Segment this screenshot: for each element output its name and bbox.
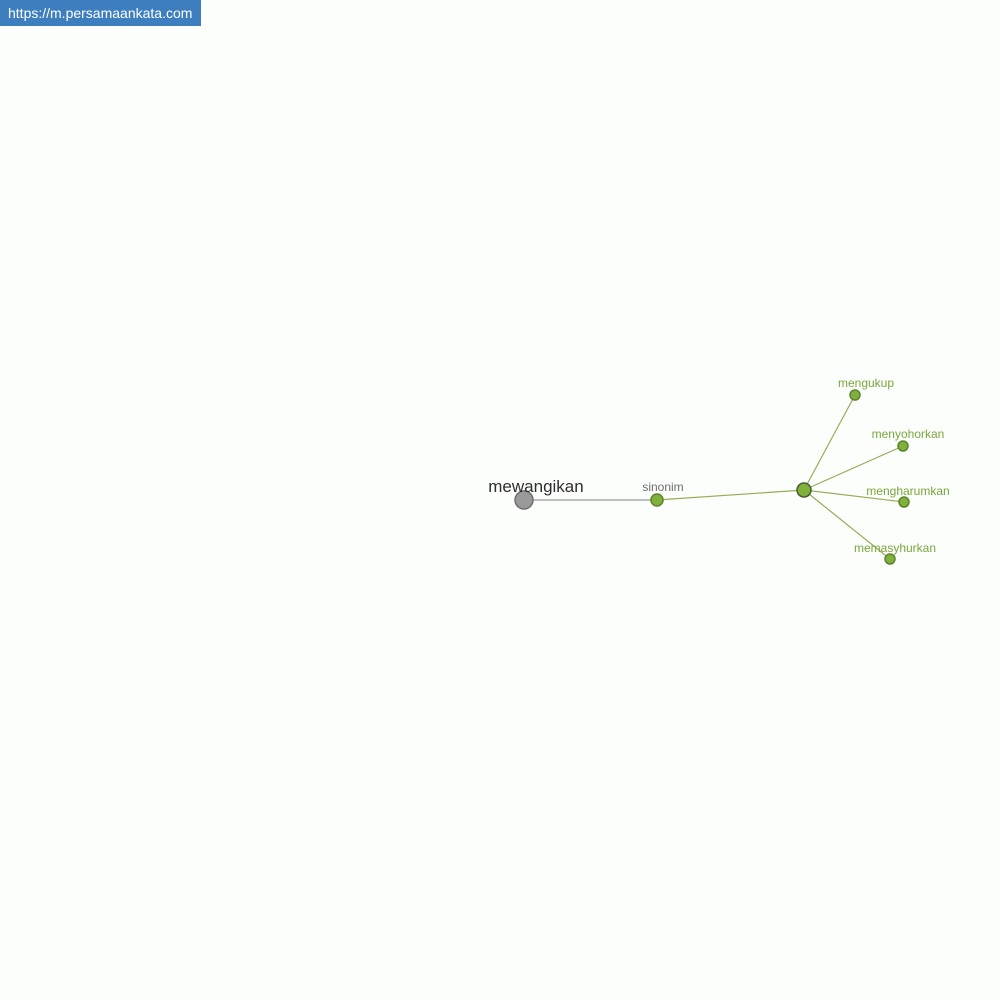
graph-nodes [514, 389, 910, 565]
graph-label-menyohorkan[interactable]: menyohorkan [872, 427, 945, 441]
graph-labels: mewangikan sinonim mengukup menyohorkan meng… [488, 376, 949, 555]
graph-node-mengukup[interactable] [849, 389, 861, 401]
graph-edge-sinonim-hub [656, 489, 805, 501]
graph-node-mengharumkan[interactable] [898, 496, 910, 508]
graph-edge-hub-menyohorkan [803, 445, 904, 491]
graph-edge-hub-mengukup [803, 394, 856, 491]
graph-label-mengukup[interactable]: mengukup [838, 376, 894, 390]
graph-node-mewangikan[interactable] [514, 490, 534, 510]
graph-label-mengharumkan[interactable]: mengharumkan [866, 484, 949, 498]
graph-edge-hub-mengharumkan [803, 489, 905, 503]
graph-node-sinonim[interactable] [650, 493, 664, 507]
graph-node-hub[interactable] [796, 482, 812, 498]
site-url-badge[interactable]: https://m.persamaankata.com [0, 0, 202, 26]
graph-edge-hub-memasyhurkan [803, 489, 891, 560]
graph-label-mewangikan[interactable]: mewangikan [488, 477, 583, 496]
graph-edges [524, 394, 905, 560]
graph-label-sinonim[interactable]: sinonim [642, 480, 683, 494]
graph-node-memasyhurkan[interactable] [884, 553, 896, 565]
graph-label-memasyhurkan[interactable]: memasyhurkan [854, 541, 936, 555]
graph-node-menyohorkan[interactable] [897, 440, 909, 452]
